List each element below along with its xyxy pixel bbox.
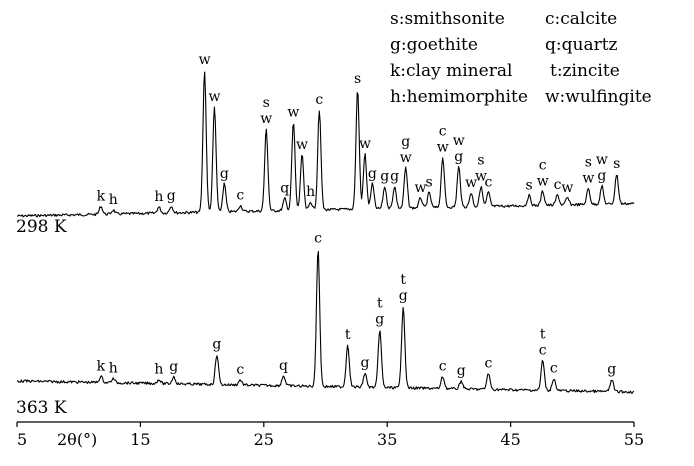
peak-label-298k-31-1: s: [585, 154, 592, 170]
peak-label-363k-17-0: g: [607, 362, 616, 378]
series-trace-363k: [16, 250, 635, 394]
x-tick-label-25: 25: [254, 430, 274, 449]
peak-label-363k-15-1: t: [540, 326, 546, 342]
peak-label-363k-7-0: c: [314, 230, 322, 246]
legend: s:smithsonite c:calcite g:goethite q:qua…: [390, 9, 652, 107]
peak-label-298k-3-0: g: [167, 188, 176, 204]
peak-label-298k-31-0: w: [582, 170, 594, 186]
peak-label-298k-8-0: w: [260, 111, 272, 127]
peak-label-298k-1-0: h: [109, 192, 118, 208]
peak-label-298k-32-1: w: [596, 152, 608, 168]
peak-label-298k-16-0: g: [368, 166, 377, 182]
x-tick-label-55: 55: [624, 430, 644, 449]
peak-label-363k-10-0: g: [375, 311, 384, 327]
peak-label-298k-28-1: c: [539, 157, 547, 173]
series-trace-298k: [16, 71, 635, 218]
peak-label-298k-23-0: g: [454, 149, 463, 165]
peak-label-298k-2-0: h: [154, 189, 163, 205]
peak-label-298k-9-0: q: [280, 181, 289, 197]
peak-label-298k-26-0: c: [484, 174, 492, 190]
peak-label-298k-14-0: s: [354, 71, 361, 87]
x-tick-label-15: 15: [130, 430, 150, 449]
legend-entry-g: g:goethite: [390, 35, 478, 55]
peak-label-363k-10-1: t: [377, 295, 383, 311]
peak-label-363k-14-0: c: [484, 355, 492, 371]
x-tick-label-5: 5: [17, 430, 27, 449]
peak-label-298k-20-0: w: [415, 180, 427, 196]
peak-label-298k-15-0: w: [359, 136, 371, 152]
peak-label-298k-29-0: c: [554, 177, 562, 193]
peak-label-298k-23-1: w: [453, 133, 465, 149]
peak-label-363k-8-0: t: [345, 327, 351, 343]
legend-entry-q: q:quartz: [545, 35, 618, 55]
legend-entry-h: h:hemimorphite: [390, 87, 528, 107]
peak-label-363k-6-0: q: [279, 358, 288, 374]
peak-label-363k-5-0: c: [236, 362, 244, 378]
peak-label-298k-22-1: c: [439, 123, 447, 139]
peak-label-298k-12-0: h: [306, 184, 315, 200]
peak-label-298k-0-0: k: [97, 188, 106, 204]
peak-label-363k-2-0: h: [154, 362, 163, 378]
peak-label-298k-19-1: g: [401, 134, 410, 150]
legend-entry-w: w:wulfingite: [545, 87, 652, 107]
peak-label-363k-3-0: g: [169, 359, 178, 375]
peak-label-363k-11-0: g: [399, 288, 408, 304]
peak-label-298k-25-0: w: [475, 169, 487, 185]
peak-label-363k-1-0: h: [109, 361, 118, 377]
legend-entry-c: c:calcite: [545, 9, 617, 29]
peak-label-363k-11-1: t: [400, 272, 406, 288]
peak-label-363k-4-0: g: [212, 337, 221, 353]
series-label-363k: 363 K: [16, 398, 67, 418]
peak-label-363k-0-0: k: [97, 358, 106, 374]
peak-label-298k-10-0: w: [287, 104, 299, 120]
peak-label-298k-33-0: s: [613, 156, 620, 172]
x-tick-label-45: 45: [500, 430, 520, 449]
peak-label-298k-22-0: w: [437, 139, 449, 155]
peak-label-298k-5-0: w: [208, 89, 220, 105]
legend-entry-t: t:zincite: [550, 61, 620, 81]
peak-label-363k-15-0: c: [539, 342, 547, 358]
series-label-298k: 298 K: [16, 217, 67, 237]
x-tick-label-35: 35: [377, 430, 397, 449]
peak-label-298k-17-0: g: [380, 169, 389, 185]
peak-label-298k-27-0: s: [526, 178, 533, 194]
peak-label-363k-9-0: g: [361, 355, 370, 371]
peak-label-298k-11-0: w: [296, 137, 308, 153]
peak-label-298k-28-0: w: [537, 173, 549, 189]
peak-label-363k-12-0: c: [439, 359, 447, 375]
x-axis-ticks: 5 15 25 35 45 55: [16, 422, 644, 449]
legend-entry-s: s:smithsonite: [390, 9, 505, 29]
peak-label-298k-6-0: g: [220, 166, 229, 182]
peak-label-298k-13-0: c: [315, 92, 323, 108]
peak-label-298k-21-0: s: [426, 175, 433, 191]
peak-label-298k-24-0: w: [465, 175, 477, 191]
peak-label-298k-32-0: g: [597, 168, 606, 184]
legend-entry-k: k:clay mineral: [390, 61, 512, 81]
peak-label-298k-18-0: g: [390, 168, 399, 184]
peak-label-298k-7-0: c: [236, 187, 244, 203]
peak-label-298k-30-0: w: [561, 180, 573, 196]
peak-label-298k-4-0: w: [199, 52, 211, 68]
peak-label-298k-19-0: w: [400, 150, 412, 166]
peak-label-363k-16-0: c: [550, 361, 558, 377]
peak-label-298k-8-1: s: [263, 95, 270, 111]
x-axis-title: 2θ(°): [57, 430, 97, 449]
peak-label-298k-25-1: s: [477, 153, 484, 169]
peak-label-363k-13-0: g: [457, 363, 466, 379]
